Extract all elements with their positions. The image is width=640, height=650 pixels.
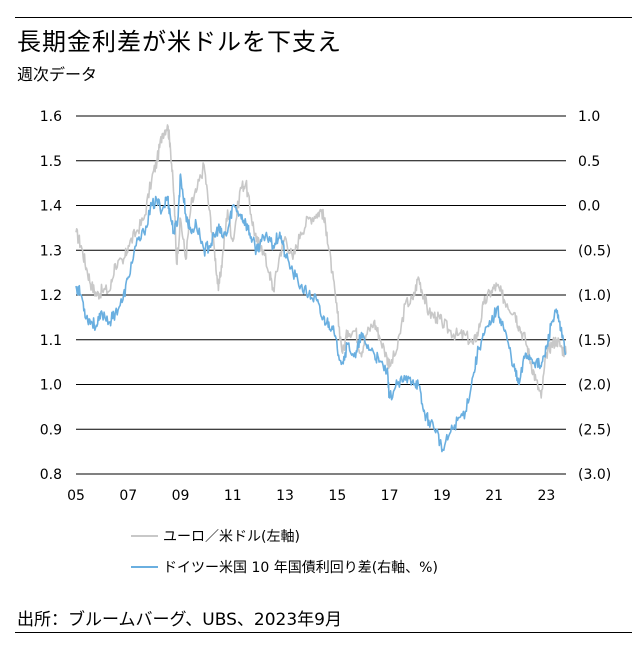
y-left-tick-label: 1.2 (40, 288, 62, 304)
page-subtitle: 週次データ (17, 65, 98, 84)
bottom-rule (15, 632, 632, 633)
y-left-tick-label: 1.0 (40, 378, 62, 394)
series-line-yield-spread (75, 173, 567, 453)
x-tick-label: 05 (67, 488, 85, 504)
y-left-tick-label: 1.4 (40, 199, 62, 215)
series-line-eurusd (75, 124, 567, 399)
y-right-tick-label: (1.5) (578, 333, 611, 349)
x-tick-label: 15 (328, 488, 346, 504)
y-left-tick-label: 0.8 (40, 467, 62, 483)
y-right-tick-label: (1.0) (578, 288, 611, 304)
y-right-tick-label: 1.0 (578, 109, 600, 125)
y-right-tick-label: (2.0) (578, 378, 611, 394)
y-right-tick-label: 0.5 (578, 154, 600, 170)
x-tick-label: 23 (537, 488, 555, 504)
x-tick-label: 21 (485, 488, 503, 504)
x-tick-label: 19 (433, 488, 451, 504)
legend-label: ユーロ／米ドル(左軸) (163, 529, 300, 545)
x-tick-label: 07 (119, 488, 137, 504)
legend-label: ドイツー米国 10 年国債利回り差(右軸、%) (163, 560, 438, 576)
x-tick-label: 17 (381, 488, 399, 504)
y-left-tick-label: 0.9 (40, 422, 62, 438)
y-left-tick-label: 1.1 (40, 333, 62, 349)
x-tick-label: 09 (172, 488, 190, 504)
y-left-tick-label: 1.6 (40, 109, 62, 125)
y-left-tick-label: 1.5 (40, 154, 62, 170)
y-right-tick-label: (0.5) (578, 243, 611, 259)
chart: 0.8 0.9 1.0 1.1 1.2 1.3 1.4 1.5 1.6 (3.0) (2.5) (2.… (40, 109, 611, 576)
y-right-tick-label: (3.0) (578, 467, 611, 483)
source-note: 出所：ブルームバーグ、UBS、2023年9月 (17, 610, 342, 630)
top-rule (15, 17, 632, 18)
x-tick-label: 13 (276, 488, 294, 504)
y-right-tick-label: (2.5) (578, 422, 611, 438)
y-right-tick-label: 0.0 (578, 199, 600, 215)
y-left-tick-label: 1.3 (40, 243, 62, 259)
page-title: 長期金利差が米ドルを下支え (17, 28, 342, 56)
x-tick-label: 11 (224, 488, 242, 504)
